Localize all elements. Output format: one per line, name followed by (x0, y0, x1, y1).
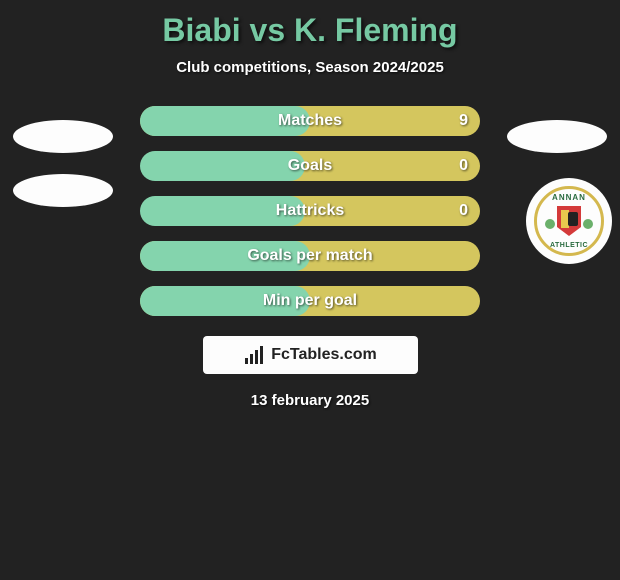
brand-box[interactable]: FcTables.com (203, 336, 418, 374)
stat-row-goals: Goals 0 (140, 151, 480, 181)
date: 13 february 2025 (0, 392, 620, 409)
brand-text: FcTables.com (271, 346, 377, 364)
bar-left (140, 151, 305, 181)
stat-label: Hattricks (276, 202, 344, 220)
stat-row-matches: Matches 9 (140, 106, 480, 136)
stat-value-right: 9 (459, 112, 468, 130)
title-vs: vs (250, 12, 286, 48)
stat-label: Min per goal (263, 292, 357, 310)
subtitle: Club competitions, Season 2024/2025 (0, 59, 620, 76)
stat-row-hattricks: Hattricks 0 (140, 196, 480, 226)
stat-label: Matches (278, 112, 342, 130)
title-player2: K. Fleming (294, 12, 458, 48)
stat-row-goals-per-match: Goals per match (140, 241, 480, 271)
title: Biabi vs K. Fleming (0, 0, 620, 49)
stat-row-min-per-goal: Min per goal (140, 286, 480, 316)
stat-label: Goals (288, 157, 332, 175)
stat-value-right: 0 (459, 157, 468, 175)
stats-rows: Matches 9 Goals 0 Hattricks 0 Goals per … (0, 106, 620, 316)
title-player1: Biabi (162, 12, 240, 48)
stat-value-right: 0 (459, 202, 468, 220)
chart-icon (243, 346, 265, 364)
stat-label: Goals per match (247, 247, 372, 265)
